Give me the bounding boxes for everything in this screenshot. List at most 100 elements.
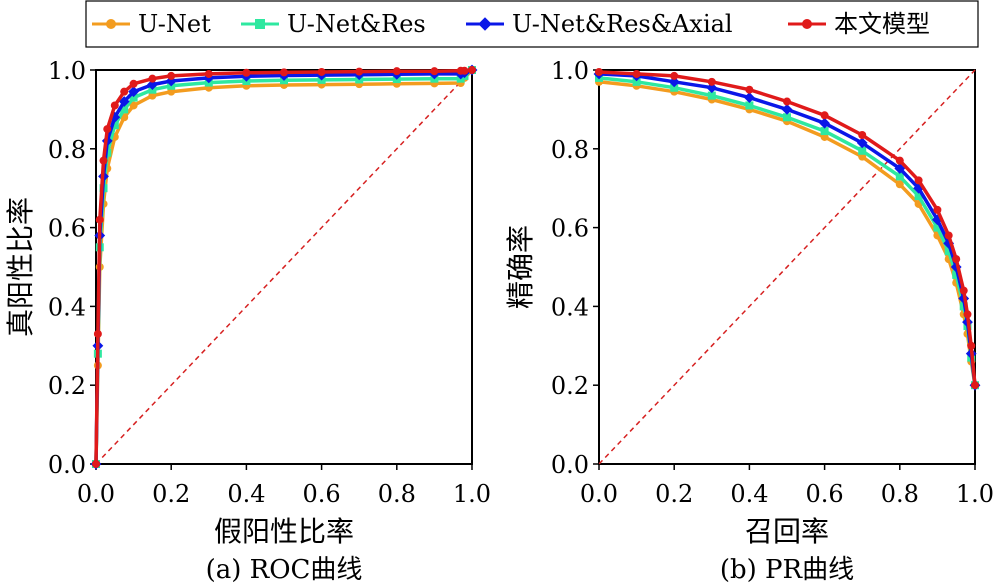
plot-frame (598, 69, 976, 465)
x-tick-label: 0.2 (152, 480, 190, 508)
data-point (783, 97, 791, 106)
x-tick-label: 0.2 (655, 480, 693, 508)
data-point (959, 286, 968, 295)
data-point (118, 96, 130, 107)
data-point (670, 83, 679, 92)
legend-marker (106, 19, 116, 29)
y-tick-label: 1.0 (551, 57, 589, 85)
data-point (148, 74, 157, 83)
x-axis-label: 假阳性比率 (214, 515, 354, 548)
y-tick-label: 0.0 (551, 451, 589, 479)
data-point (895, 180, 904, 189)
data-point (147, 79, 158, 90)
data-point (99, 156, 108, 165)
legend-marker (478, 17, 492, 31)
diagonal-reference-line (95, 69, 473, 465)
data-point (933, 223, 942, 232)
data-point (781, 104, 793, 115)
data-point (820, 127, 829, 136)
data-point (952, 255, 961, 264)
pr-chart: 0.0 0.2 0.4 0.6 0.8 1.0 0.0 0.2 0.4 0.6 0.8 1.0 召回率 精… (504, 57, 994, 585)
legend-label: U-Net (138, 10, 211, 38)
data-point (95, 215, 104, 224)
data-point (858, 146, 867, 155)
data-point (129, 101, 138, 110)
data-point (355, 67, 364, 76)
diagonal-reference-line (598, 69, 976, 465)
series-line (94, 68, 473, 465)
x-tick-label: 0.4 (227, 480, 265, 508)
data-point (120, 87, 129, 96)
x-tick-label: 0.0 (580, 480, 618, 508)
subplot-caption: (a) ROC曲线 (206, 555, 363, 585)
roc-chart: 0.0 0.2 0.4 0.6 0.8 1.0 0.0 0.2 0.4 0.6 0.8 1.0 假阳性比… (4, 57, 491, 585)
y-tick-label: 0.8 (551, 136, 589, 164)
data-point (820, 111, 829, 120)
y-tick-label: 1.0 (48, 57, 86, 85)
x-tick-label: 0.8 (881, 480, 919, 508)
subplot-caption: (b) PR曲线 (720, 555, 854, 585)
legend: U-Net U-Net&Res U-Net&Res&Axial 本文模型 (85, 0, 979, 48)
legend-frame (85, 0, 979, 48)
data-point (460, 66, 469, 75)
data-point (895, 172, 904, 181)
y-tick-label: 0.2 (48, 372, 86, 400)
data-point (632, 77, 641, 86)
data-point (93, 329, 102, 338)
data-point (468, 66, 476, 74)
y-tick-label: 0.2 (551, 372, 589, 400)
legend-item: U-Net&Res (241, 10, 426, 38)
data-point (944, 247, 953, 256)
data-point (92, 460, 100, 468)
data-point (280, 68, 288, 77)
legend-item: 本文模型 (788, 10, 930, 38)
data-point (204, 69, 213, 78)
data-point (128, 86, 139, 98)
data-point (392, 67, 401, 76)
data-point (129, 79, 138, 88)
y-axis-label: 真阳性比率 (4, 197, 37, 337)
x-tick-label: 1.0 (956, 480, 994, 508)
data-point (952, 270, 961, 279)
data-point (745, 101, 754, 110)
y-tick-label: 0.6 (551, 215, 589, 243)
data-point (706, 82, 718, 94)
y-tick-label: 0.6 (48, 215, 86, 243)
data-point (110, 101, 119, 110)
data-point (944, 231, 953, 240)
data-point (914, 176, 923, 185)
data-point (430, 67, 439, 76)
y-tick-label: 0.8 (48, 136, 86, 164)
data-point (595, 67, 603, 76)
data-point (242, 68, 251, 77)
data-point (129, 93, 138, 102)
x-tick-label: 0.8 (378, 480, 416, 508)
data-point (167, 71, 176, 80)
legend-item: U-Net (92, 10, 211, 38)
data-point (963, 310, 972, 319)
x-axis-label: 召回率 (745, 515, 829, 548)
legend-marker (802, 19, 812, 29)
x-tick-label: 0.6 (303, 480, 341, 508)
data-point (707, 77, 716, 86)
data-point (707, 91, 716, 100)
data-point (914, 192, 923, 201)
data-point (670, 71, 679, 80)
x-tick-label: 0.0 (77, 480, 115, 508)
y-tick-label: 0.0 (48, 451, 86, 479)
data-point (317, 67, 326, 76)
data-point (858, 131, 867, 140)
data-point (856, 137, 868, 149)
x-tick-label: 0.4 (730, 480, 768, 508)
data-point (783, 113, 791, 122)
data-point (967, 341, 976, 350)
x-tick-label: 1.0 (453, 480, 491, 508)
data-point (110, 121, 119, 130)
data-point (668, 76, 680, 88)
x-tick-label: 0.6 (806, 480, 844, 508)
data-point (632, 69, 641, 78)
series-ours (595, 67, 979, 390)
legend-label: 本文模型 (834, 10, 930, 38)
y-axis-label: 精确率 (504, 225, 537, 309)
